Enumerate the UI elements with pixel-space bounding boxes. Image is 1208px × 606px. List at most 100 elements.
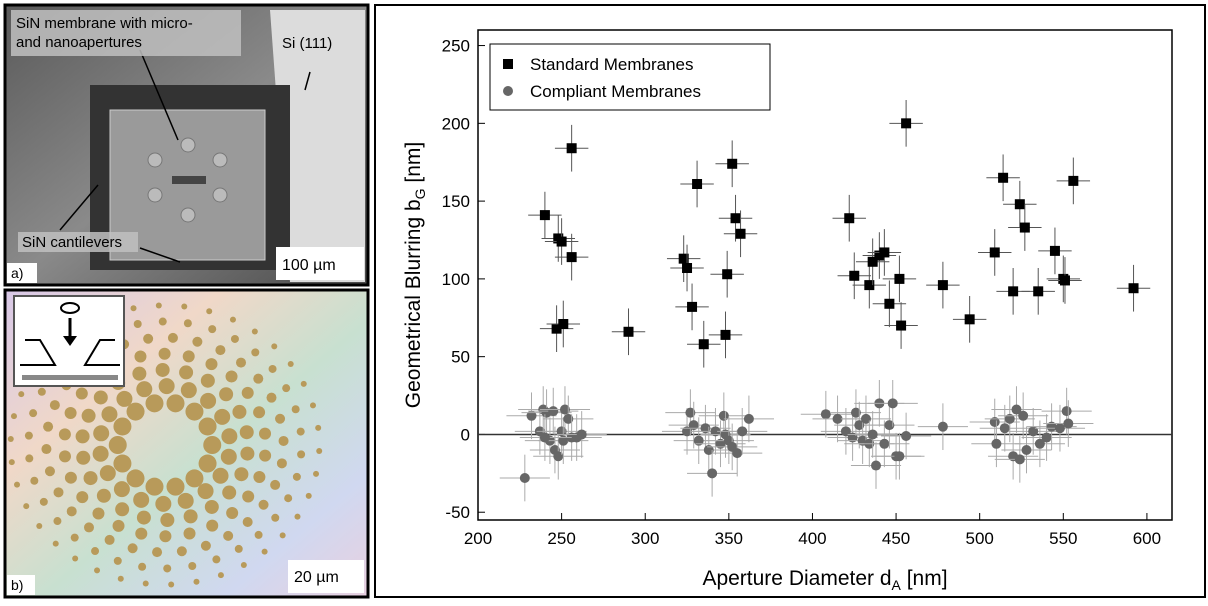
point [871, 460, 882, 471]
x-axis-label-sub: A [892, 577, 902, 593]
decor-dot [197, 483, 214, 500]
decor-dot [230, 334, 239, 343]
decor-dot [108, 436, 127, 454]
annotation: Si (111) [282, 35, 332, 52]
decor-dot [219, 387, 234, 402]
decor-dot [126, 469, 145, 488]
decor-dot [287, 360, 294, 367]
decor-dot [198, 454, 217, 473]
point [553, 451, 564, 462]
decor-dot [126, 402, 145, 421]
point [1128, 283, 1139, 294]
decor-dot [315, 424, 322, 431]
decor-dot [37, 387, 46, 396]
decor-dot [242, 517, 253, 528]
decor-dot [183, 509, 198, 524]
decor-dot [261, 548, 268, 555]
decor-dot [220, 448, 237, 465]
point [732, 448, 743, 459]
y-axis-label-sub: G [412, 188, 428, 199]
point [566, 252, 577, 263]
decor-dot [200, 392, 217, 409]
decor-dot [232, 404, 247, 419]
decor-dot [206, 308, 213, 315]
decor-dot [176, 546, 187, 557]
annotation: SiN membrane with micro- [16, 15, 193, 32]
point [1008, 286, 1019, 297]
decor-dot [271, 513, 280, 522]
point [849, 270, 860, 281]
x-tick-label: 300 [631, 529, 659, 548]
decor-dot [251, 348, 260, 357]
point [685, 407, 696, 418]
decor-dot [234, 467, 249, 482]
point [1004, 413, 1015, 424]
decor-dot [76, 491, 89, 504]
point [703, 445, 714, 455]
point [548, 406, 559, 417]
decor-dot [223, 530, 234, 541]
x-tick-label: 600 [1133, 529, 1161, 548]
point [682, 263, 693, 273]
point [937, 280, 948, 291]
point [844, 213, 855, 224]
decor-dot [104, 534, 115, 545]
decor-dot [206, 519, 219, 532]
decor-dot [127, 543, 138, 554]
point [832, 413, 843, 424]
point [558, 319, 569, 329]
point [998, 172, 1009, 183]
decor-dot [93, 425, 110, 442]
decor-dot [25, 454, 34, 463]
decor-dot [251, 328, 258, 335]
decor-dot [43, 421, 54, 432]
y-tick-label: 250 [442, 37, 470, 56]
decor-dot [39, 497, 48, 506]
decor-dot [222, 485, 237, 500]
point [1041, 432, 1052, 443]
x-tick-label: 550 [1049, 529, 1077, 548]
decor-dot [278, 435, 289, 446]
decor-dot [313, 470, 320, 477]
y-tick-label: 0 [461, 425, 470, 444]
decor-dot [130, 305, 137, 312]
decor-dot [158, 347, 171, 360]
point [722, 269, 733, 280]
point [1018, 410, 1029, 421]
decor-dot [10, 413, 17, 420]
decor-dot [183, 527, 196, 540]
decor-dot [8, 459, 15, 466]
point [623, 326, 634, 337]
point [867, 429, 878, 440]
decor-dot [83, 471, 98, 486]
decor-dot [180, 382, 197, 399]
decor-dot [212, 555, 221, 564]
decor-dot [212, 467, 229, 484]
decor-dot [14, 481, 21, 488]
y-tick-label: 200 [442, 114, 470, 133]
decor-dot [166, 477, 185, 496]
decor-dot [254, 530, 263, 539]
point [867, 256, 878, 267]
point [539, 432, 550, 443]
decor-dot [271, 343, 278, 350]
point [860, 413, 871, 424]
point [1019, 222, 1030, 233]
decor-dot [99, 465, 116, 482]
y-axis-label: Geometrical Blurring bG [nm] [402, 142, 428, 409]
decor-dot [168, 581, 175, 588]
point [556, 236, 567, 247]
decor-dot [214, 408, 231, 425]
point [1068, 175, 1079, 186]
point [1028, 426, 1039, 437]
x-tick-label: 450 [882, 529, 910, 548]
point [894, 273, 905, 284]
x-tick-label: 500 [965, 529, 993, 548]
decor-dot [242, 490, 255, 503]
x-axis-label: Aperture Diameter dA [nm] [702, 567, 947, 593]
decor-dot [316, 447, 323, 454]
decor-dot [226, 507, 239, 520]
decor-dot [36, 523, 43, 530]
point [964, 314, 975, 325]
